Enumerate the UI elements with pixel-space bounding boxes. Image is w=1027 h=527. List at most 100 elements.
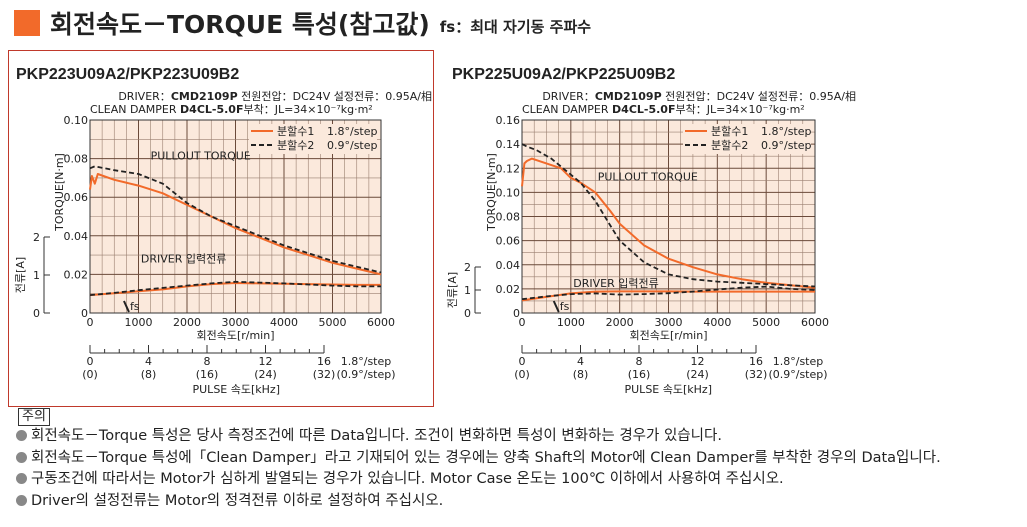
chart-1-x-tick-label: 3000 [222, 316, 250, 329]
chart-1-pulse-tick-label: 4 [145, 355, 152, 368]
chart-2-pulse-tick-sublabel: (0) [514, 368, 530, 381]
chart-1-pulse-tick-sublabel: (8) [141, 368, 157, 381]
chart-1-x-tick-label: 6000 [367, 316, 395, 329]
chart-1-driver-spec: 전원전압：DC24V 설정전류：0.95A/相 [238, 90, 432, 103]
chart-2-x-tick-label: 5000 [752, 316, 780, 329]
chart-1-driver-model: CMD2109P [171, 90, 238, 103]
chart-1-title: PKP223U09A2/PKP223U09B2 [16, 66, 239, 83]
chart-2-pulse-axis-label: PULSE 속도[kHz] [625, 383, 712, 396]
chart-2-driver-model: CMD2109P [595, 90, 662, 103]
chart-2-pulse-tick-label: 8 [636, 355, 643, 368]
chart-2-title: PKP225U09A2/PKP225U09B2 [452, 66, 675, 83]
chart-1-legend-step: 0.9°/step [327, 139, 378, 152]
chart-2-y-tick-label: 0.06 [496, 235, 521, 248]
chart-2-pulse-tick-sublabel: (32) [745, 368, 768, 381]
chart-1-pulse-tick-sublabel: (0) [82, 368, 98, 381]
chart-1-pulse-tick-label: 0 [87, 355, 94, 368]
chart-2-pulse-tick-label: 16 [749, 355, 763, 368]
chart-2-damper-model: D4CL-5.0F [612, 103, 675, 116]
chart-1-pulse-tick-label: 8 [204, 355, 211, 368]
chart-2-pulse-tick-sublabel: (0.9°/step) [768, 368, 827, 381]
bullet-icon [16, 451, 27, 463]
chart-2-y2-axis-label: 전류[A] [446, 272, 459, 308]
chart-2-series-current-div2 [521, 285, 816, 301]
chart-2-y-tick-label: 0 [513, 307, 520, 320]
chart-2-legend-step: 0.9°/step [761, 139, 812, 152]
notes-label: 주의 [18, 408, 50, 426]
chart-1-pullout-label: PULLOUT TORQUE [151, 150, 251, 163]
note-text: Driver의 설정전류는 Motor의 정격전류 이하로 설정하여 주십시오. [31, 492, 444, 509]
chart-1-damper-line: CLEAN DAMPER D4CL-5.0F부착：JL=34×10⁻⁷kg·m² [90, 103, 373, 116]
chart-2-current-label: DRIVER 입력전류 [573, 277, 658, 290]
chart-1-legend-label: 분할수2 [277, 139, 314, 152]
chart-2-x-tick-label: 6000 [801, 316, 829, 329]
chart-1-x-tick-label: 1000 [125, 316, 153, 329]
chart-2-y-tick-label: 0.16 [496, 114, 521, 127]
chart-2-legend-step: 1.8°/step [761, 125, 812, 138]
chart-1-damper-model: D4CL-5.0F [180, 103, 243, 116]
bullet-icon [16, 430, 27, 441]
chart-1-fs-marker [123, 300, 130, 313]
chart-1-y2-axis-label: 전류[A] [14, 257, 27, 293]
section-title: 회전속도－TORQUE 특성(참고값) [50, 10, 430, 39]
chart-2-damper-line: CLEAN DAMPER D4CL-5.0F부착：JL=34×10⁻⁷kg·m² [522, 103, 805, 116]
chart-2-fs-label: fs [560, 300, 570, 313]
notes-section: 주의 회전속도－Torque 특성은 당사 측정조건에 따른 Data입니다. … [16, 405, 1026, 512]
chart-2-x-tick-label: 0 [519, 316, 526, 329]
chart-1-damper-spec: 부착：JL=34×10⁻⁷kg·m² [243, 103, 372, 116]
chart-2-y-tick-label: 0.08 [496, 211, 521, 224]
chart-2-pullout-label: PULLOUT TORQUE [598, 170, 698, 183]
chart-1-x-tick-label: 0 [87, 316, 94, 329]
chart-1-fs-label: fs [130, 300, 140, 313]
chart-2-y-tick-label: 0.04 [496, 259, 521, 272]
chart-2-y2-tick-label: 1 [464, 284, 471, 297]
chart-2-x-tick-label: 4000 [703, 316, 731, 329]
chart-1-y-tick-label: 0.04 [64, 230, 89, 243]
chart-1-x-axis-label: 회전속도[r/min] [196, 329, 274, 342]
chart-1-driver-label: DRIVER： [118, 90, 170, 103]
note-item: Driver의 설정전류는 Motor의 정격전류 이하로 설정하여 주십시오. [16, 491, 1026, 513]
chart-2-series-torque-div2 [521, 143, 816, 288]
note-text: 회전속도－Torque 특성에「Clean Damper」라고 기재되어 있는 … [31, 449, 941, 466]
chart-1-y-tick-label: 0.06 [64, 191, 89, 204]
chart-1-x-tick-label: 4000 [270, 316, 298, 329]
chart-2-y-tick-label: 0.10 [496, 186, 521, 199]
chart-2-legend-label: 분할수1 [711, 125, 748, 138]
chart-2-pulse-tick-sublabel: (8) [573, 368, 589, 381]
chart-2-x-tick-label: 2000 [606, 316, 634, 329]
chart-1-y-axis-label: TORQUE[N·m] [53, 153, 66, 232]
chart-2-fs-marker [552, 300, 560, 313]
chart-1-pulse-axis-label: PULSE 속도[kHz] [193, 383, 280, 396]
chart-2-x-tick-label: 3000 [655, 316, 683, 329]
note-text: 구동조건에 따라서는 Motor가 심하게 발열되는 경우가 있습니다. Mot… [31, 471, 784, 487]
chart-2-damper-label: CLEAN DAMPER [522, 103, 612, 116]
chart-1-frame [8, 50, 434, 407]
chart-1-legend-label: 분할수1 [277, 125, 314, 138]
chart-2: PKP225U09A2/PKP225U09B2 DRIVER：CMD2109P … [446, 66, 856, 396]
chart-2-series-torque-div1 [521, 157, 816, 289]
chart-1-x-tick-label: 2000 [173, 316, 201, 329]
chart-1-driver-line: DRIVER：CMD2109P 전원전압：DC24V 설정전류：0.95A/相 [118, 90, 432, 103]
chart-2-y2-tick-label: 0 [464, 307, 471, 320]
chart-1-pulse-tick-sublabel: (32) [313, 368, 336, 381]
chart-1-pulse-tick-sublabel: (24) [254, 368, 277, 381]
chart-2-pulse-tick-sublabel: (16) [628, 368, 651, 381]
chart-1-pulse-tick-label: 16 [317, 355, 331, 368]
chart-2-pulse-tick-label: 1.8°/step [773, 355, 824, 368]
chart-2-y-tick-label: 0.12 [496, 162, 521, 175]
chart-2-damper-spec: 부착：JL=34×10⁻⁷kg·m² [675, 103, 804, 116]
chart-2-y-tick-label: 0.02 [496, 283, 521, 296]
note-item: 회전속도－Torque 특성에「Clean Damper」라고 기재되어 있는 … [16, 448, 1026, 470]
chart-1-current-label: DRIVER 입력전류 [141, 252, 226, 265]
chart-1-pulse-tick-label: 1.8°/step [341, 355, 392, 368]
chart-2-plot-border [521, 119, 816, 314]
section-header: 회전속도－TORQUE 특성(참고값) fs：최대 자기동 주파수 [14, 8, 592, 39]
chart-2-pulse-tick-label: 0 [519, 355, 526, 368]
chart-1-legend-box [249, 124, 377, 154]
chart-2-driver-line: DRIVER：CMD2109P 전원전압：DC24V 설정전류：0.95A/相 [542, 90, 856, 103]
charts-canvas: PKP223U09A2/PKP223U09B2 DRIVER：CMD2109P … [14, 66, 856, 396]
chart-1-series-torque-div2 [89, 165, 382, 274]
chart-2-y-tick-label: 0.14 [496, 138, 521, 151]
chart-1-pulse-tick-sublabel: (0.9°/step) [336, 368, 395, 381]
section-subtitle: fs：최대 자기동 주파수 [439, 17, 592, 36]
